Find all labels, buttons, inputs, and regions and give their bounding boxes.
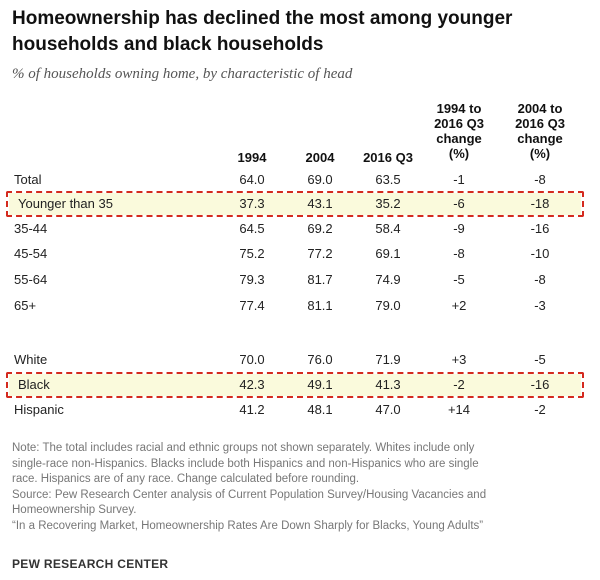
cell-value: 75.2 bbox=[239, 246, 265, 261]
cell-value: -8 bbox=[453, 246, 465, 261]
highlight-box bbox=[6, 372, 584, 398]
cell-value: 64.5 bbox=[239, 221, 265, 236]
cell-value: 41.2 bbox=[239, 402, 265, 417]
table-row: White 70.0 76.0 71.9 +3 -5 bbox=[0, 349, 600, 371]
change-header-line: 1994 to bbox=[436, 101, 482, 116]
title-line-1: Homeownership has declined the most amon… bbox=[12, 8, 513, 29]
cell-value: 47.0 bbox=[375, 402, 401, 417]
cell-value: 81.1 bbox=[307, 298, 333, 313]
cell-value: 79.0 bbox=[375, 298, 401, 313]
cell-value: -8 bbox=[534, 272, 546, 287]
cell-value: 76.0 bbox=[307, 352, 333, 367]
cell-value: -16 bbox=[530, 221, 550, 236]
col-header-change-1994: 1994 to 2016 Q3 change (%) bbox=[426, 101, 492, 161]
cell-value: +3 bbox=[451, 352, 467, 367]
table-row: Black 42.3 49.1 41.3 -2 -16 bbox=[9, 374, 581, 396]
col-header-2016q3: 2016 Q3 bbox=[363, 150, 413, 165]
table-row: 45-54 75.2 77.2 69.1 -8 -10 bbox=[0, 243, 600, 265]
col-header-2004: 2004 bbox=[305, 150, 335, 165]
cell-value: -2 bbox=[453, 377, 465, 392]
table-row: Hispanic 41.2 48.1 47.0 +14 -2 bbox=[0, 399, 600, 421]
note-line: race. Hispanics are of any race. Change … bbox=[12, 473, 360, 485]
cell-value: 77.4 bbox=[239, 298, 265, 313]
table-row: Younger than 35 37.3 43.1 35.2 -6 -18 bbox=[9, 193, 581, 215]
cell-value: 69.0 bbox=[307, 172, 333, 187]
cell-value: 77.2 bbox=[307, 246, 333, 261]
change-header-line: 2016 Q3 bbox=[434, 116, 484, 131]
table-row: 65+ 77.4 81.1 79.0 +2 -3 bbox=[0, 295, 600, 317]
cell-value: -1 bbox=[453, 172, 465, 187]
cell-value: -3 bbox=[534, 298, 546, 313]
row-label: Total bbox=[14, 172, 42, 187]
cell-value: 37.3 bbox=[239, 196, 265, 211]
cell-value: -5 bbox=[453, 272, 465, 287]
title-line-2: households and black households bbox=[12, 34, 324, 55]
cell-value: 48.1 bbox=[307, 402, 333, 417]
change-header-line: 2004 to bbox=[517, 101, 563, 116]
change-header-line: 2016 Q3 bbox=[515, 116, 565, 131]
cell-value: 41.3 bbox=[375, 377, 401, 392]
cell-value: 69.2 bbox=[307, 221, 333, 236]
row-label: 65+ bbox=[14, 298, 37, 313]
change-header-line: change bbox=[436, 131, 482, 146]
source-label: PEW RESEARCH CENTER bbox=[12, 557, 169, 571]
note-line: Source: Pew Research Center analysis of … bbox=[12, 488, 487, 501]
row-label: 35-44 bbox=[14, 221, 48, 236]
cell-value: 74.9 bbox=[375, 272, 401, 287]
cell-value: +14 bbox=[447, 402, 471, 417]
cell-value: 42.3 bbox=[239, 377, 265, 392]
row-label: White bbox=[14, 352, 48, 367]
table-row: Total 64.0 69.0 63.5 -1 -8 bbox=[0, 169, 600, 191]
cell-value: -8 bbox=[534, 172, 546, 187]
note-line: single-race non-Hispanics. Blacks includ… bbox=[12, 457, 479, 470]
cell-value: 58.4 bbox=[375, 221, 401, 236]
note-line: Note: The total includes racial and ethn… bbox=[12, 442, 475, 454]
note-line: “In a Recovering Market, Homeownership R… bbox=[12, 519, 484, 532]
cell-value: -2 bbox=[534, 402, 546, 417]
row-label: Younger than 35 bbox=[18, 196, 113, 211]
highlight-box bbox=[6, 191, 584, 217]
cell-value: 64.0 bbox=[239, 172, 265, 187]
row-label: 45-54 bbox=[14, 246, 48, 261]
cell-value: 81.7 bbox=[307, 272, 333, 287]
note-line: Homeownership Survey. bbox=[12, 504, 137, 516]
chart-subtitle: % of households owning home, by characte… bbox=[12, 66, 353, 82]
cell-value: -5 bbox=[534, 352, 546, 367]
table-row: 55-64 79.3 81.7 74.9 -5 -8 bbox=[0, 269, 600, 291]
cell-value: 35.2 bbox=[375, 196, 401, 211]
cell-value: +2 bbox=[451, 298, 467, 313]
change-header-line: (%) bbox=[448, 146, 470, 161]
cell-value: 71.9 bbox=[375, 352, 401, 367]
change-header-line: change bbox=[517, 131, 563, 146]
row-label: 55-64 bbox=[14, 272, 48, 287]
row-label: Hispanic bbox=[14, 402, 64, 417]
notes: Note: The total includes racial and ethn… bbox=[12, 441, 592, 534]
col-header-1994: 1994 bbox=[237, 150, 267, 165]
cell-value: 70.0 bbox=[239, 352, 265, 367]
table-row: 35-44 64.5 69.2 58.4 -9 -16 bbox=[0, 218, 600, 240]
cell-value: 63.5 bbox=[375, 172, 401, 187]
cell-value: -10 bbox=[530, 246, 550, 261]
cell-value: 49.1 bbox=[307, 377, 333, 392]
col-header-change-2004: 2004 to 2016 Q3 change (%) bbox=[507, 101, 573, 161]
cell-value: 69.1 bbox=[375, 246, 401, 261]
chart-title: Homeownership has declined the most amon… bbox=[12, 6, 592, 58]
row-label: Black bbox=[18, 377, 50, 392]
cell-value: -6 bbox=[453, 196, 465, 211]
cell-value: -9 bbox=[453, 221, 465, 236]
change-header-line: (%) bbox=[529, 146, 551, 161]
cell-value: 43.1 bbox=[307, 196, 333, 211]
cell-value: 79.3 bbox=[239, 272, 265, 287]
cell-value: -18 bbox=[530, 196, 550, 211]
cell-value: -16 bbox=[530, 377, 550, 392]
